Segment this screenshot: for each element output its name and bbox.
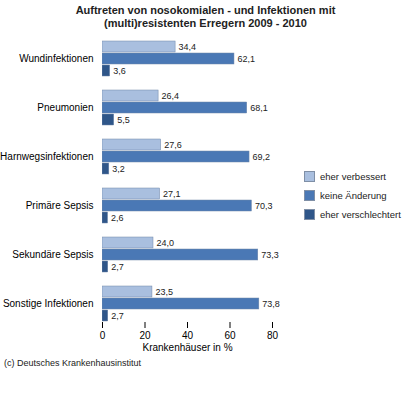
svg-text:27,6: 27,6 xyxy=(164,140,182,150)
svg-text:Sekundäre Sepsis: Sekundäre Sepsis xyxy=(12,249,93,260)
svg-text:34,4: 34,4 xyxy=(179,42,197,52)
svg-text:20: 20 xyxy=(139,330,151,341)
svg-text:Pneumonien: Pneumonien xyxy=(37,102,93,113)
svg-text:40: 40 xyxy=(182,330,194,341)
svg-text:2,7: 2,7 xyxy=(111,262,124,272)
svg-text:62,1: 62,1 xyxy=(237,54,255,64)
svg-text:27,1: 27,1 xyxy=(163,189,181,199)
svg-text:80: 80 xyxy=(267,330,279,341)
svg-text:2,7: 2,7 xyxy=(111,311,124,321)
svg-text:60: 60 xyxy=(224,330,236,341)
svg-text:73,3: 73,3 xyxy=(261,250,279,260)
svg-text:69,2: 69,2 xyxy=(253,152,271,162)
svg-text:Primäre Sepsis: Primäre Sepsis xyxy=(26,200,94,211)
html-text:eher verschlechtert: eher verschlechtert xyxy=(320,208,401,220)
svg-text:70,3: 70,3 xyxy=(255,201,273,211)
svg-text:Harnwegsinfektionen: Harnwegsinfektionen xyxy=(0,151,93,162)
svg-text:68,1: 68,1 xyxy=(250,103,268,113)
svg-text:3,2: 3,2 xyxy=(112,164,125,174)
html-text:(c) Deutsches Krankenhausinsti: (c) Deutsches Krankenhausinstitut xyxy=(4,358,142,368)
html-text:eher verbessert: eher verbessert xyxy=(320,170,386,182)
svg-text:0: 0 xyxy=(100,330,106,341)
svg-text:23,5: 23,5 xyxy=(155,287,173,297)
svg-text:2,6: 2,6 xyxy=(111,213,124,223)
svg-text:26,4: 26,4 xyxy=(162,91,180,101)
svg-text:5,5: 5,5 xyxy=(117,115,130,125)
svg-text:73,8: 73,8 xyxy=(262,299,280,309)
svg-text:Krankenhäuser in %: Krankenhäuser in % xyxy=(142,342,232,353)
svg-text:24,0: 24,0 xyxy=(157,238,175,248)
svg-text:Sonstige Infektionen: Sonstige Infektionen xyxy=(3,298,94,309)
html-text:Auftreten von nosokomialen - u: Auftreten von nosokomialen - und Infekti… xyxy=(75,4,336,29)
svg-text:3,6: 3,6 xyxy=(113,66,126,76)
svg-text:Wundinfektionen: Wundinfektionen xyxy=(19,53,93,64)
html-text:keine Änderung: keine Änderung xyxy=(320,189,387,201)
